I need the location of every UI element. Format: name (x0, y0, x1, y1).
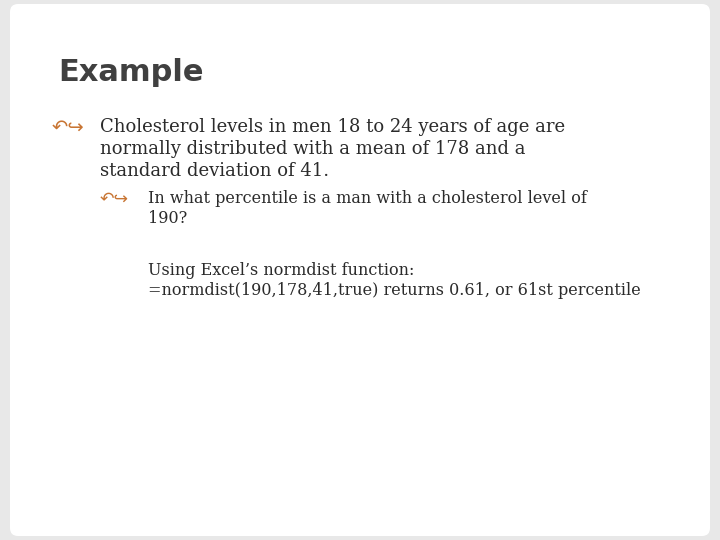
FancyBboxPatch shape (10, 4, 710, 536)
Text: ↶↪: ↶↪ (52, 118, 85, 137)
Text: normally distributed with a mean of 178 and a: normally distributed with a mean of 178 … (100, 140, 526, 158)
Text: Example: Example (58, 58, 204, 87)
Text: In what percentile is a man with a cholesterol level of: In what percentile is a man with a chole… (148, 190, 587, 207)
Text: ↶↪: ↶↪ (100, 190, 129, 208)
Text: Using Excel’s normdist function:: Using Excel’s normdist function: (148, 262, 415, 279)
Text: standard deviation of 41.: standard deviation of 41. (100, 162, 329, 180)
Text: Cholesterol levels in men 18 to 24 years of age are: Cholesterol levels in men 18 to 24 years… (100, 118, 565, 136)
Text: =normdist(190,178,41,true) returns 0.61, or 61st percentile: =normdist(190,178,41,true) returns 0.61,… (148, 282, 641, 299)
Text: 190?: 190? (148, 210, 187, 227)
